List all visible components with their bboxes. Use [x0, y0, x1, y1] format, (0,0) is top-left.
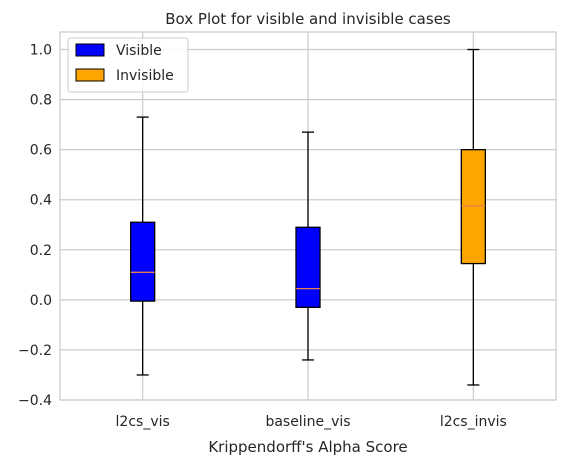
- y-tick-label: 0.2: [30, 243, 52, 259]
- y-tick-labels: −0.4 −0.2 0.0 0.2 0.4 0.6 0.8 1.0: [18, 43, 52, 409]
- y-tick-label: −0.4: [18, 393, 52, 409]
- y-tick-label: 0.4: [30, 193, 52, 209]
- x-tick-label: l2cs_vis: [116, 414, 170, 430]
- legend-label: Visible: [116, 43, 162, 59]
- box-l2cs_vis: [130, 116, 156, 376]
- boxes: [130, 48, 486, 386]
- chart-title: Box Plot for visible and invisible cases: [165, 10, 451, 28]
- legend-swatch: [75, 43, 105, 57]
- x-tick-label: l2cs_invis: [440, 414, 507, 430]
- x-axis-label: Krippendorff's Alpha Score: [208, 438, 407, 456]
- x-tick-labels: l2cs_vis baseline_vis l2cs_invis: [116, 414, 507, 430]
- box-baseline_vis: [295, 131, 321, 361]
- legend-label: Invisible: [116, 68, 174, 84]
- y-tick-label: −0.2: [18, 343, 52, 359]
- box-body: [130, 221, 156, 302]
- box-body: [295, 226, 321, 309]
- box-l2cs_invis: [460, 48, 486, 386]
- y-tick-label: 0.0: [30, 293, 52, 309]
- y-tick-label: 1.0: [30, 43, 52, 59]
- legend-swatch: [75, 68, 105, 82]
- plot-area-frame: [59, 31, 557, 401]
- y-tick-label: 0.8: [30, 93, 52, 109]
- x-tick-label: baseline_vis: [265, 414, 350, 430]
- y-tick-label: 0.6: [30, 143, 52, 159]
- legend: Visible Invisible: [67, 37, 189, 93]
